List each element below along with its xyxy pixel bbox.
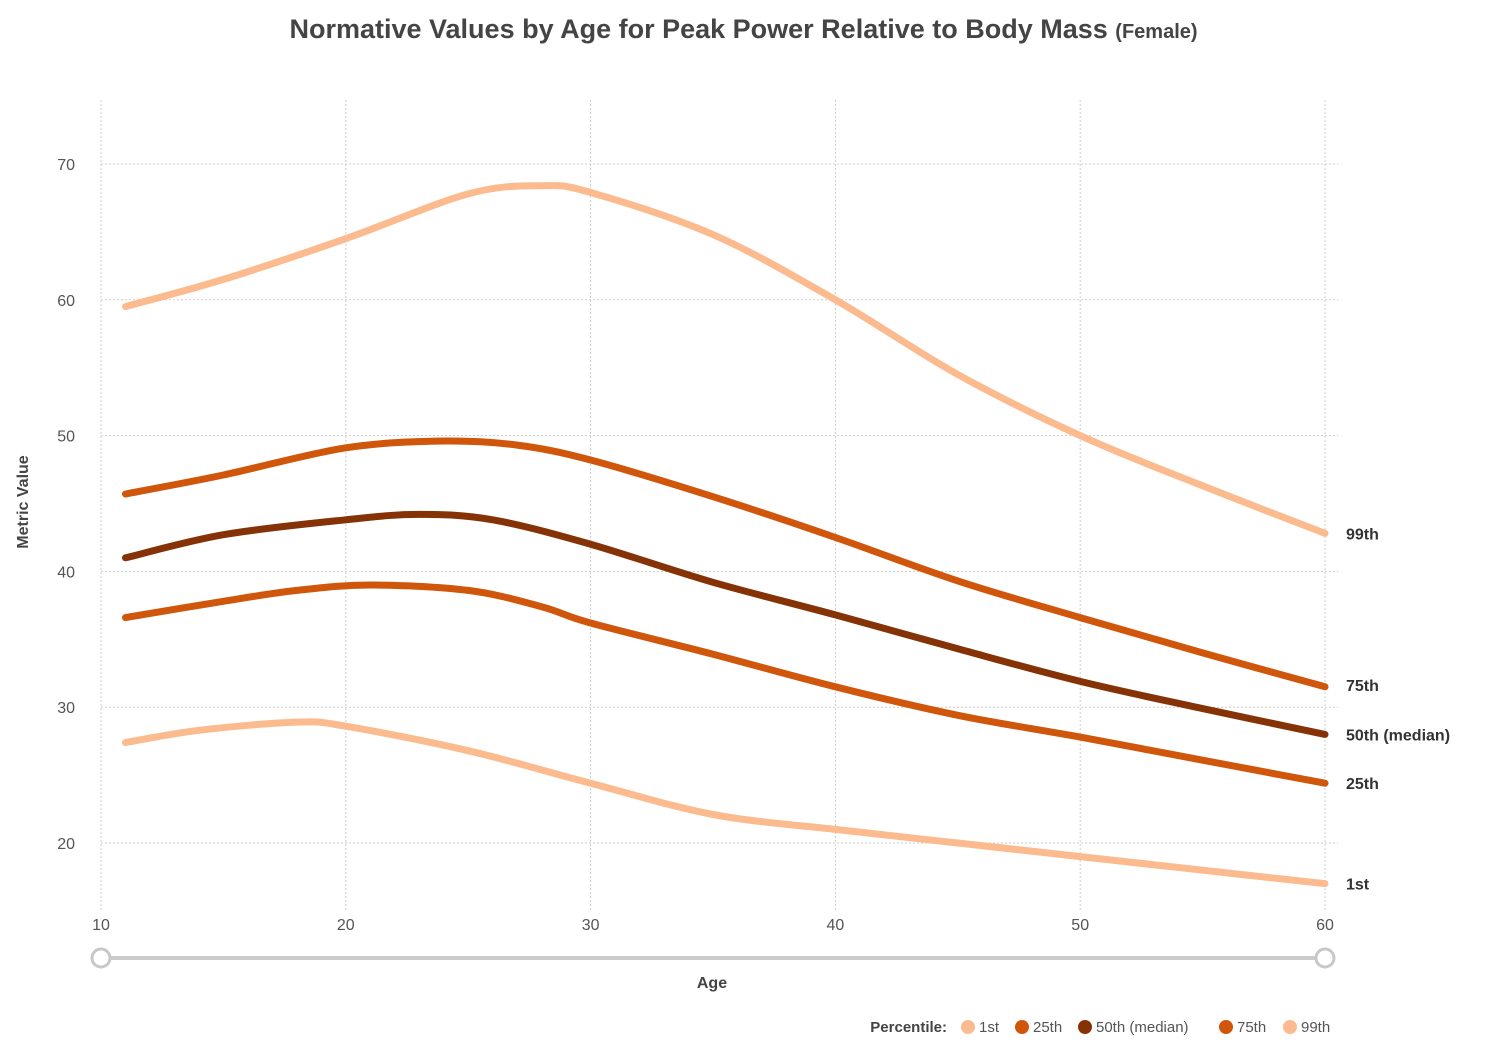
slider-max-handle[interactable] xyxy=(1314,947,1336,969)
legend-label-2[interactable]: 25th xyxy=(1033,1019,1062,1036)
y-axis-ticks: 20 30 40 50 60 70 xyxy=(57,157,75,853)
end-label-5: 99th xyxy=(1346,526,1379,543)
end-label-3: 50th (median) xyxy=(1346,727,1450,744)
y-tick-label: 60 xyxy=(57,293,75,310)
series-line-3[interactable] xyxy=(122,510,1329,738)
legend-label-5[interactable]: 99th xyxy=(1301,1019,1330,1036)
y-tick-label: 70 xyxy=(57,157,75,174)
x-tick-label: 50 xyxy=(1071,917,1089,934)
x-tick-label: 30 xyxy=(582,917,600,934)
series-line-5[interactable] xyxy=(122,182,1329,537)
legend-items: 1st 25th 50th (median) 75th 99th xyxy=(961,1019,1330,1036)
y-axis-label: Metric Value xyxy=(15,455,32,548)
y-tick-label: 30 xyxy=(57,700,75,717)
x-tick-label: 40 xyxy=(827,917,845,934)
x-tick-label: 20 xyxy=(337,917,355,934)
legend-title: Percentile: xyxy=(870,1019,947,1036)
x-tick-label: 10 xyxy=(92,917,110,934)
end-label-4: 75th xyxy=(1346,678,1379,695)
series-line-1[interactable] xyxy=(122,718,1329,888)
chart-title: Normative Values by Age for Peak Power R… xyxy=(0,14,1487,45)
legend-label-3[interactable]: 50th (median) xyxy=(1096,1019,1189,1036)
chart-subtitle: (Female) xyxy=(1115,21,1198,43)
legend-label-1[interactable]: 1st xyxy=(979,1019,1000,1036)
slider-min-handle[interactable] xyxy=(90,947,112,969)
legend-swatch-4[interactable] xyxy=(1219,1020,1233,1034)
grid xyxy=(100,100,1338,910)
end-label-2: 25th xyxy=(1346,776,1379,793)
end-label-1: 1st xyxy=(1346,877,1370,894)
x-axis-label: Age xyxy=(697,975,727,992)
legend-swatch-2[interactable] xyxy=(1015,1020,1029,1034)
series-group xyxy=(122,182,1329,888)
legend-swatch-5[interactable] xyxy=(1283,1020,1297,1034)
y-tick-label: 50 xyxy=(57,429,75,446)
end-labels: 1st 25th 50th (median) 75th 99th xyxy=(1346,526,1450,893)
legend: Percentile: 1st 25th 50th (median) 75th 99th xyxy=(870,1019,1330,1036)
legend-swatch-1[interactable] xyxy=(961,1020,975,1034)
legend-swatch-3[interactable] xyxy=(1078,1020,1092,1034)
chart-title-text: Normative Values by Age for Peak Power R… xyxy=(289,14,1108,44)
y-tick-label: 40 xyxy=(57,564,75,581)
series-line-2[interactable] xyxy=(122,581,1329,787)
y-tick-label: 20 xyxy=(57,836,75,853)
x-tick-label: 60 xyxy=(1316,917,1334,934)
legend-label-4[interactable]: 75th xyxy=(1237,1019,1266,1036)
series-line-4[interactable] xyxy=(122,437,1329,691)
x-axis-ticks: 10 20 30 40 50 60 xyxy=(92,917,1334,934)
age-range-slider[interactable] xyxy=(90,947,1336,969)
